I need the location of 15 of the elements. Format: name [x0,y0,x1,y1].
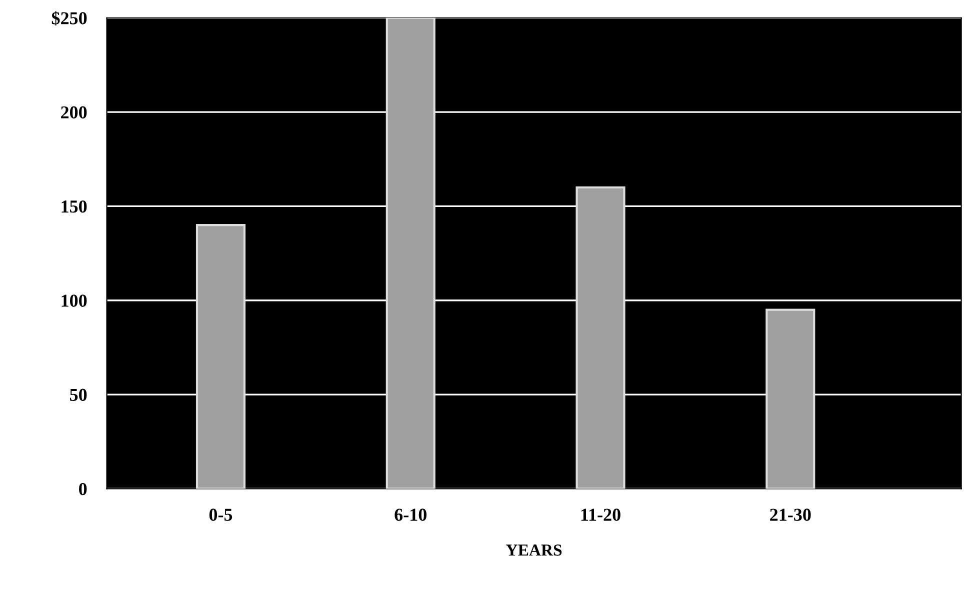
bar [196,224,246,489]
bar [576,186,626,489]
x-tick-label: 21-30 [770,508,811,521]
y-tick-label: 50 [70,388,87,401]
bar [766,308,816,489]
x-tick-label: 6-10 [394,508,426,521]
y-tick-label: $250 [52,11,87,26]
y-tick-label: 0 [79,482,87,496]
x-tick-label: 11-20 [581,508,620,521]
y-tick-label: 150 [62,200,87,213]
x-tick-label: 0-5 [209,508,232,521]
y-tick-label: 100 [62,294,87,307]
x-axis-title: YEARS [506,544,562,556]
y-tick-label: 200 [61,106,87,118]
bar [386,18,436,489]
